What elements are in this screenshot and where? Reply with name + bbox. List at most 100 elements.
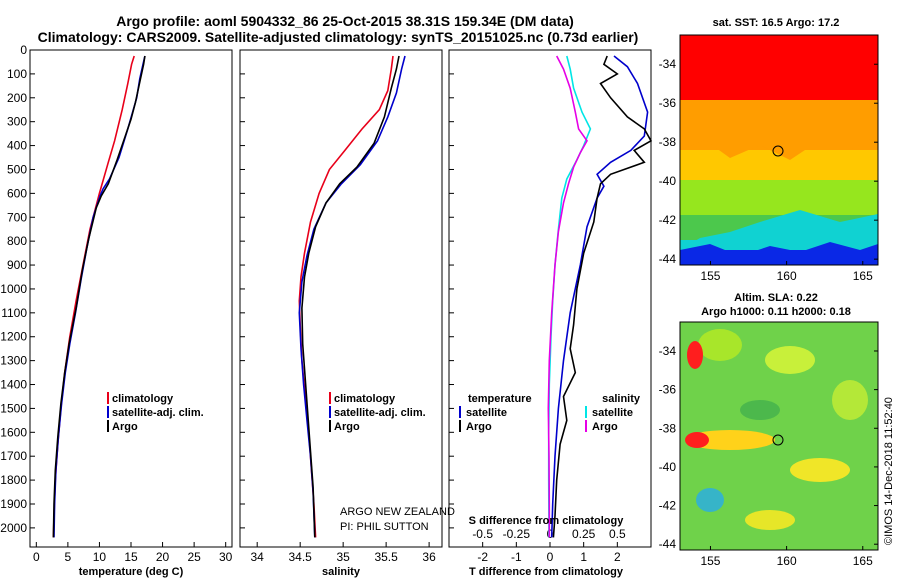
legend-clim-label: climatology	[112, 393, 174, 405]
sla-low-1	[698, 329, 742, 361]
sla-trough-1	[696, 488, 724, 512]
series-line-argo	[301, 55, 400, 538]
sla-high-band	[685, 430, 775, 450]
x-tick-label: 34	[251, 550, 265, 564]
map-y-tick-label: -44	[659, 252, 677, 266]
legend-clim-label: climatology	[334, 393, 396, 405]
sst-float-marker	[772, 145, 784, 157]
sla-low-3	[832, 380, 868, 420]
legend-sat-label: satellite-adj. clim.	[334, 407, 426, 419]
difference-axis-label: T difference from climatology	[469, 566, 624, 578]
map-y-tick-label: -34	[659, 344, 677, 358]
sla-float-marker	[772, 434, 784, 446]
sst-orange-tongue	[680, 100, 878, 160]
y-tick-label: 1400	[0, 378, 27, 392]
map-x-tick-label: 155	[700, 269, 720, 283]
y-tick-label: 1600	[0, 425, 27, 439]
s-tick-label: 0.25	[572, 527, 596, 541]
x-tick-label: -1	[511, 550, 522, 564]
salinity-axis-label: salinity	[322, 566, 361, 578]
x-tick-label: 0	[547, 550, 554, 564]
s-tick-label: 0	[547, 527, 554, 541]
legend-argo-label: Argo	[112, 421, 138, 433]
y-tick-label: 1100	[1, 306, 27, 320]
series-line-s-argo	[547, 55, 588, 538]
sst-band-lightgreen	[680, 180, 878, 215]
y-tick-label: 600	[7, 186, 27, 200]
y-tick-label: 100	[7, 67, 27, 81]
sst-map-title: sat. SST: 16.5 Argo: 17.2	[713, 17, 840, 29]
map-y-tick-label: -44	[659, 537, 677, 551]
map-y-tick-label: -42	[659, 499, 677, 513]
y-tick-label: 1500	[0, 401, 27, 415]
legend-salinity-heading: salinity	[602, 393, 641, 405]
x-tick-label: 35	[336, 550, 350, 564]
sst-map-frame	[679, 34, 879, 266]
legend-t-sat-label: satellite	[466, 407, 507, 419]
map-y-tick-label: -38	[659, 421, 677, 435]
sla-map-frame	[679, 321, 879, 551]
sla-warm-2	[745, 510, 795, 530]
y-tick-label: 800	[7, 234, 27, 248]
y-tick-label: 200	[7, 91, 27, 105]
x-tick-label: 5	[65, 550, 72, 564]
legend-t-argo-label: Argo	[466, 421, 492, 433]
y-tick-label: 900	[7, 258, 27, 272]
x-tick-label: 34.5	[288, 550, 312, 564]
x-tick-label: 1	[580, 550, 587, 564]
map-x-tick-label: 165	[853, 554, 873, 568]
map-axis-ticks: 155 160 165 -34 -36 -38 -40 -42 -44 155 160 165 -34 -…	[659, 57, 878, 568]
map-y-tick-label: -34	[659, 57, 677, 71]
y-tick-label: 1200	[0, 330, 27, 344]
map-y-tick-label: -38	[659, 135, 677, 149]
x-tick-label: -2	[477, 550, 488, 564]
map-x-tick-label: 160	[777, 554, 797, 568]
sst-blue-edge	[680, 242, 878, 265]
temperature-legend: climatology satellite-adj. clim. Argo	[107, 392, 204, 433]
map-y-tick-label: -40	[659, 460, 677, 474]
series-line-t-argo	[552, 55, 653, 538]
sla-low-2	[765, 346, 815, 374]
temperature-axis-label: temperature (deg C)	[79, 566, 184, 578]
sst-band-yellow	[680, 150, 878, 180]
sla-map	[679, 321, 879, 551]
x-tick-label: 35.5	[374, 550, 398, 564]
s-difference-axis-label: S difference from climatology	[469, 515, 625, 527]
map-y-tick-label: -36	[659, 383, 677, 397]
sla-high-2	[687, 341, 703, 369]
difference-legend: temperature satellite Argo salinity sate…	[459, 393, 641, 433]
s-tick-label: 0.5	[609, 527, 626, 541]
salinity-legend: climatology satellite-adj. clim. Argo	[329, 392, 426, 433]
credit-line-2: PI: PHIL SUTTON	[340, 521, 429, 533]
legend-s-sat-label: satellite	[592, 407, 633, 419]
series-line-satellite-adj-clim-	[298, 55, 406, 538]
y-tick-label: 400	[7, 139, 27, 153]
imos-stamp: ©IMOS 14-Dec-2018 11:52:40	[883, 397, 895, 545]
sla-map-title-line-2: Argo h1000: 0.11 h2000: 0.18	[701, 306, 851, 318]
sla-high-core	[685, 432, 709, 448]
legend-argo-label: Argo	[334, 421, 360, 433]
legend-sat-label: satellite-adj. clim.	[112, 407, 204, 419]
axis-ticks: 0 5 10 15 20 25 300100200300400500600700800900…	[0, 43, 626, 564]
sst-map	[679, 34, 879, 266]
credit-line-1: ARGO NEW ZEALAND	[340, 506, 455, 518]
s-tick-label: -0.5	[472, 527, 493, 541]
series-line-climatology	[52, 55, 135, 538]
sla-warm-1	[790, 458, 850, 482]
x-tick-label: 30	[219, 550, 233, 564]
sst-cyan-blob	[680, 210, 878, 250]
y-tick-label: 700	[7, 210, 27, 224]
x-tick-label: 0	[33, 550, 40, 564]
y-tick-label: 1700	[0, 449, 27, 463]
y-tick-label: 0	[20, 43, 27, 57]
map-y-tick-label: -40	[659, 174, 677, 188]
x-tick-label: 25	[187, 550, 201, 564]
map-x-tick-label: 160	[777, 269, 797, 283]
legend-s-argo-label: Argo	[592, 421, 618, 433]
map-x-tick-label: 165	[853, 269, 873, 283]
map-y-tick-label: -36	[659, 96, 677, 110]
sla-map-title-line-1: Altim. SLA: 0.22	[734, 292, 818, 304]
y-tick-label: 1000	[0, 282, 27, 296]
s-tick-label: -0.25	[503, 527, 531, 541]
